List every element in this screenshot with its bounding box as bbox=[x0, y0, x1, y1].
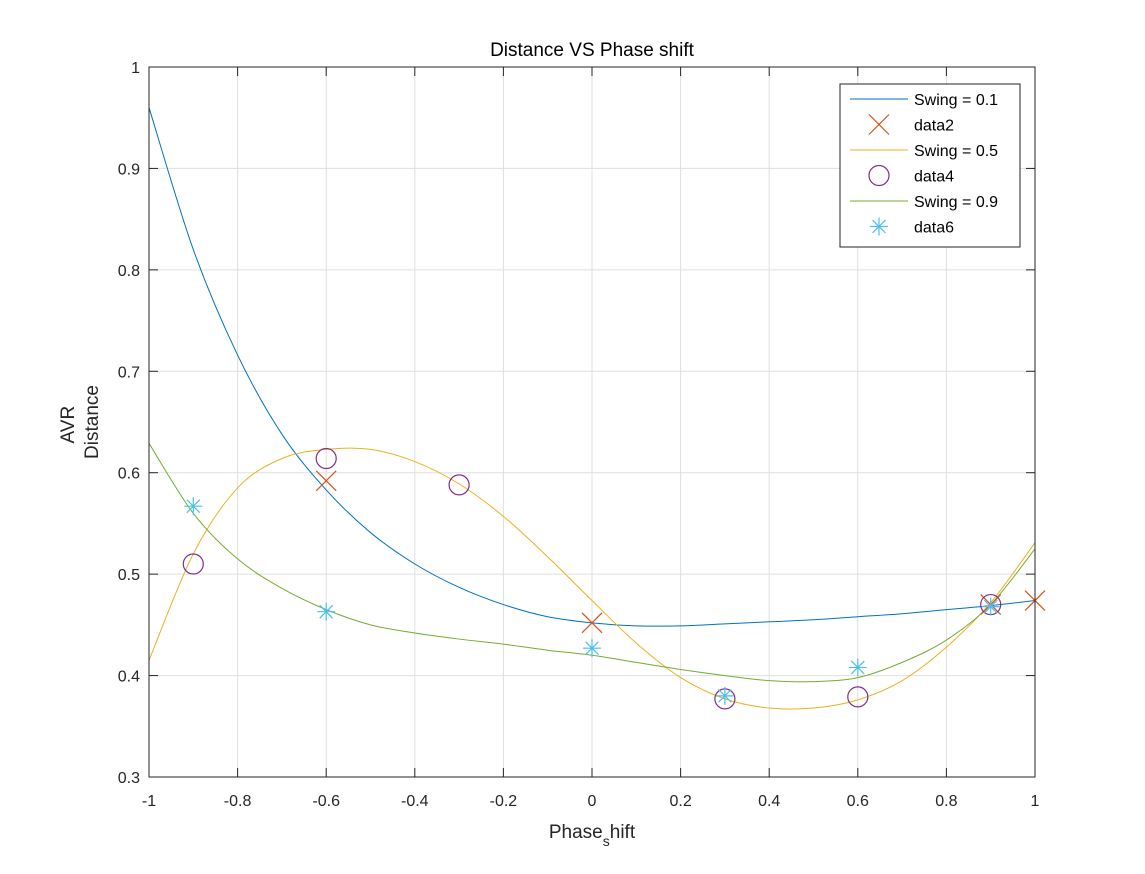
legend-entry: Swing = 0.1 bbox=[850, 92, 998, 109]
data-point-data6 bbox=[715, 686, 734, 705]
marker-stroke bbox=[315, 447, 337, 470]
x-tick-label: 0.6 bbox=[847, 793, 869, 810]
chart-title: Distance VS Phase shift bbox=[490, 40, 695, 61]
legend-label: data4 bbox=[914, 169, 954, 186]
y-tick-label: 0.7 bbox=[118, 364, 140, 381]
legend-entry: data6 bbox=[870, 217, 954, 237]
legend-box bbox=[839, 83, 1021, 248]
x-axis-title-base: Phase bbox=[549, 822, 603, 843]
legend-label: data6 bbox=[914, 220, 954, 237]
data-point-data4 bbox=[847, 686, 869, 708]
data-point-data4 bbox=[448, 474, 470, 496]
legend-label: Swing = 0.5 bbox=[914, 143, 998, 160]
y-axis-title: AVR Distance bbox=[58, 385, 103, 459]
legend-label: data2 bbox=[914, 118, 954, 135]
legend-entry: Swing = 0.5 bbox=[850, 143, 998, 160]
x-axis-title-rest: hift bbox=[610, 822, 636, 843]
x-axis-title-subscript: s bbox=[603, 833, 610, 849]
marker-stroke bbox=[448, 474, 470, 496]
legend: Swing = 0.1 data2 Swing = 0.5 data4 Swing = … bbox=[839, 83, 1021, 248]
marker-stroke bbox=[186, 499, 201, 514]
y-tick-label: 0.6 bbox=[118, 466, 140, 483]
marker-stroke bbox=[868, 164, 890, 187]
x-tick-label: 0 bbox=[588, 793, 597, 810]
marker-stroke bbox=[850, 660, 865, 675]
x-tick-label: 0.8 bbox=[935, 793, 957, 810]
y-tick-label: 0.4 bbox=[118, 669, 140, 686]
y-tick-label: 0.3 bbox=[118, 770, 140, 787]
marker-stroke bbox=[182, 553, 204, 575]
data-point-data6 bbox=[848, 658, 867, 677]
y-tick-label: 0.8 bbox=[118, 263, 140, 280]
y-tick-label: 0.5 bbox=[118, 567, 140, 584]
legend-swatch-marker bbox=[868, 114, 890, 135]
marker-stroke bbox=[868, 114, 890, 135]
data-point-data2 bbox=[315, 470, 337, 492]
marker-stroke bbox=[983, 599, 998, 614]
axis-ticks: -1 -0.8 -0.6 -0.4 -0.2 0 0.2 0.4 0.6 0.8 1 0.3 0.4 0.… bbox=[118, 60, 1040, 810]
x-tick-label: 1 bbox=[1031, 793, 1040, 810]
y-tick-label: 0.9 bbox=[118, 161, 140, 178]
legend-label: Swing = 0.9 bbox=[914, 194, 998, 211]
marker-stroke bbox=[872, 219, 886, 234]
data-point-data6 bbox=[981, 597, 1000, 616]
data-point-data6 bbox=[583, 639, 601, 658]
marker-stroke bbox=[319, 604, 334, 619]
data-point-data4 bbox=[315, 447, 337, 470]
legend-swatch-marker bbox=[868, 164, 890, 187]
marker-stroke bbox=[717, 688, 732, 703]
y-axis-title-line-1: AVR bbox=[58, 406, 79, 444]
y-axis-title-line-2: Distance bbox=[82, 385, 103, 459]
x-tick-label: -0.6 bbox=[312, 793, 340, 810]
marker-stroke bbox=[847, 686, 869, 708]
data-point-data6 bbox=[317, 602, 336, 621]
x-tick-label: 0.4 bbox=[758, 793, 780, 810]
series-line-3 bbox=[148, 447, 1036, 710]
legend-entry: data4 bbox=[868, 164, 954, 187]
x-tick-label: 0.2 bbox=[669, 793, 691, 810]
x-tick-label: -0.8 bbox=[224, 793, 252, 810]
series-layer bbox=[148, 107, 1046, 710]
legend-entry: data2 bbox=[868, 114, 954, 135]
legend-entry: Swing = 0.9 bbox=[850, 194, 998, 211]
marker-stroke bbox=[315, 470, 337, 492]
legend-label: Swing = 0.1 bbox=[914, 92, 998, 109]
series-line-1 bbox=[148, 107, 1036, 627]
x-tick-label: -0.2 bbox=[490, 793, 518, 810]
y-tick-label: 1 bbox=[131, 60, 140, 77]
data-point-data2 bbox=[581, 612, 603, 634]
x-axis-title: Phaseshift bbox=[549, 822, 636, 849]
marker-stroke bbox=[585, 641, 599, 656]
legend-swatch-marker bbox=[870, 217, 888, 236]
x-tick-label: -1 bbox=[142, 793, 156, 810]
data-point-data6 bbox=[184, 497, 203, 516]
x-tick-label: -0.4 bbox=[401, 793, 429, 810]
data-point-data4 bbox=[182, 553, 204, 575]
marker-stroke bbox=[581, 612, 603, 634]
